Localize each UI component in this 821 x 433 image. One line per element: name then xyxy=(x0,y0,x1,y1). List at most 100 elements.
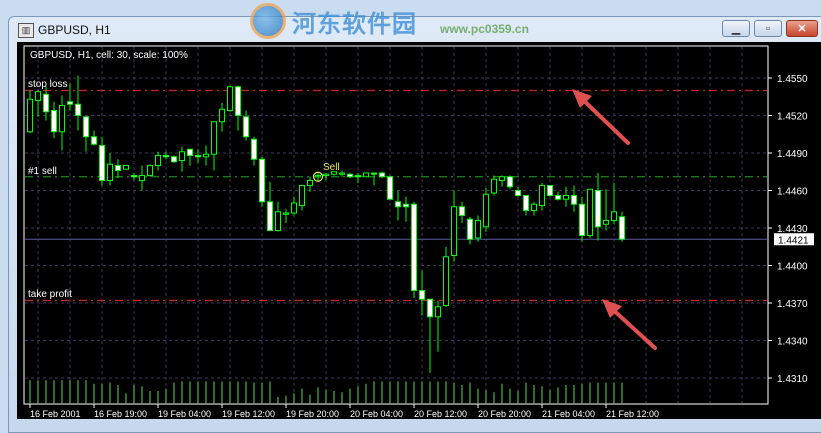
time-tick-label: 16 Feb 19:00 xyxy=(94,409,147,419)
candle xyxy=(419,270,425,316)
candle xyxy=(547,185,553,197)
time-tick-label: 21 Feb 04:00 xyxy=(542,409,595,419)
candle xyxy=(43,86,49,121)
candle-body xyxy=(195,155,201,158)
candle-body xyxy=(107,163,113,181)
candle xyxy=(355,173,361,183)
candle-body xyxy=(387,176,393,200)
candle xyxy=(211,121,217,171)
candle xyxy=(83,116,89,152)
candle-body xyxy=(587,188,593,236)
candle xyxy=(371,172,377,186)
price-tick-label: 1.4400 xyxy=(777,262,808,273)
close-icon: ✕ xyxy=(797,23,807,35)
candle xyxy=(51,101,57,138)
sell-marker[interactable]: Sell xyxy=(312,162,340,182)
candle-body xyxy=(235,86,241,116)
candle xyxy=(347,173,353,178)
candle xyxy=(483,188,489,232)
candle xyxy=(251,136,257,166)
time-tick-label: 21 Feb 12:00 xyxy=(606,409,659,419)
candle-body xyxy=(179,151,185,161)
time-tick-label: 19 Feb 04:00 xyxy=(158,409,211,419)
candle-body xyxy=(291,202,297,214)
candle-body xyxy=(523,195,529,211)
candle-body xyxy=(427,298,433,318)
candle xyxy=(155,151,161,171)
candle xyxy=(35,90,41,117)
candle-body xyxy=(35,91,41,101)
price-tick-label: 1.4520 xyxy=(777,112,808,123)
candle-body xyxy=(123,165,129,170)
price-tick-label: 1.4550 xyxy=(777,74,808,85)
candle-body xyxy=(203,153,209,158)
candle xyxy=(75,75,81,131)
window-title-bar[interactable]: ▥ GBPUSD, H1 xyxy=(18,20,111,40)
candle-body xyxy=(531,203,537,211)
candle xyxy=(59,95,65,151)
candle xyxy=(243,110,249,141)
candle xyxy=(227,85,233,112)
candle-body xyxy=(603,220,609,225)
candle xyxy=(91,130,97,146)
time-tick-label: 20 Feb 20:00 xyxy=(478,409,531,419)
candle-body xyxy=(307,180,313,186)
candle-body xyxy=(171,156,177,163)
candle xyxy=(443,246,449,307)
candle xyxy=(67,83,73,111)
candle xyxy=(27,90,33,133)
candle-body xyxy=(403,203,409,208)
candle xyxy=(555,191,561,201)
candle-body xyxy=(475,220,481,239)
candle xyxy=(123,165,129,170)
candle-body xyxy=(315,175,321,178)
candle-body xyxy=(483,193,489,228)
close-button[interactable]: ✕ xyxy=(786,20,818,37)
candle-body xyxy=(339,172,345,175)
candle xyxy=(219,103,225,132)
candle xyxy=(539,183,545,211)
chart-area[interactable] xyxy=(17,42,821,419)
candle-body xyxy=(323,173,329,176)
candle-body xyxy=(467,218,473,240)
candle xyxy=(611,183,617,225)
candle-body xyxy=(131,175,137,178)
candle-body xyxy=(539,185,545,206)
candle xyxy=(115,159,121,178)
candle xyxy=(195,149,201,163)
candle xyxy=(411,201,417,298)
candle xyxy=(307,176,313,192)
candle-body xyxy=(347,173,353,178)
candle xyxy=(299,185,305,211)
price-tick-label: 1.4490 xyxy=(777,149,808,160)
arrow-take-profit-icon xyxy=(608,305,657,350)
restore-button[interactable]: ▫ xyxy=(754,20,782,37)
candle-body xyxy=(331,171,337,175)
candle-body xyxy=(187,148,193,156)
candle xyxy=(403,196,409,222)
candles xyxy=(27,75,625,373)
price-tick-label: 1.4370 xyxy=(777,299,808,310)
candle-body xyxy=(299,185,305,206)
candle xyxy=(171,155,177,163)
candle-body xyxy=(91,136,97,145)
candle xyxy=(291,196,297,216)
candle-body xyxy=(283,212,289,215)
candle-body xyxy=(611,211,617,221)
candle xyxy=(587,188,593,238)
candle-body xyxy=(595,190,601,228)
candle xyxy=(459,201,465,223)
candle xyxy=(131,173,137,181)
arrow-stop-loss-icon xyxy=(578,95,630,145)
trade-levels xyxy=(25,89,767,302)
candle xyxy=(523,195,529,216)
candle-body xyxy=(67,101,73,105)
candle-body xyxy=(491,178,497,194)
candle xyxy=(531,201,537,216)
candle-body xyxy=(571,195,577,205)
candle xyxy=(331,171,337,176)
window-title: GBPUSD, H1 xyxy=(38,23,111,37)
minimize-button[interactable]: ▁ xyxy=(722,20,750,37)
time-tick-label: 19 Feb 12:00 xyxy=(222,409,275,419)
